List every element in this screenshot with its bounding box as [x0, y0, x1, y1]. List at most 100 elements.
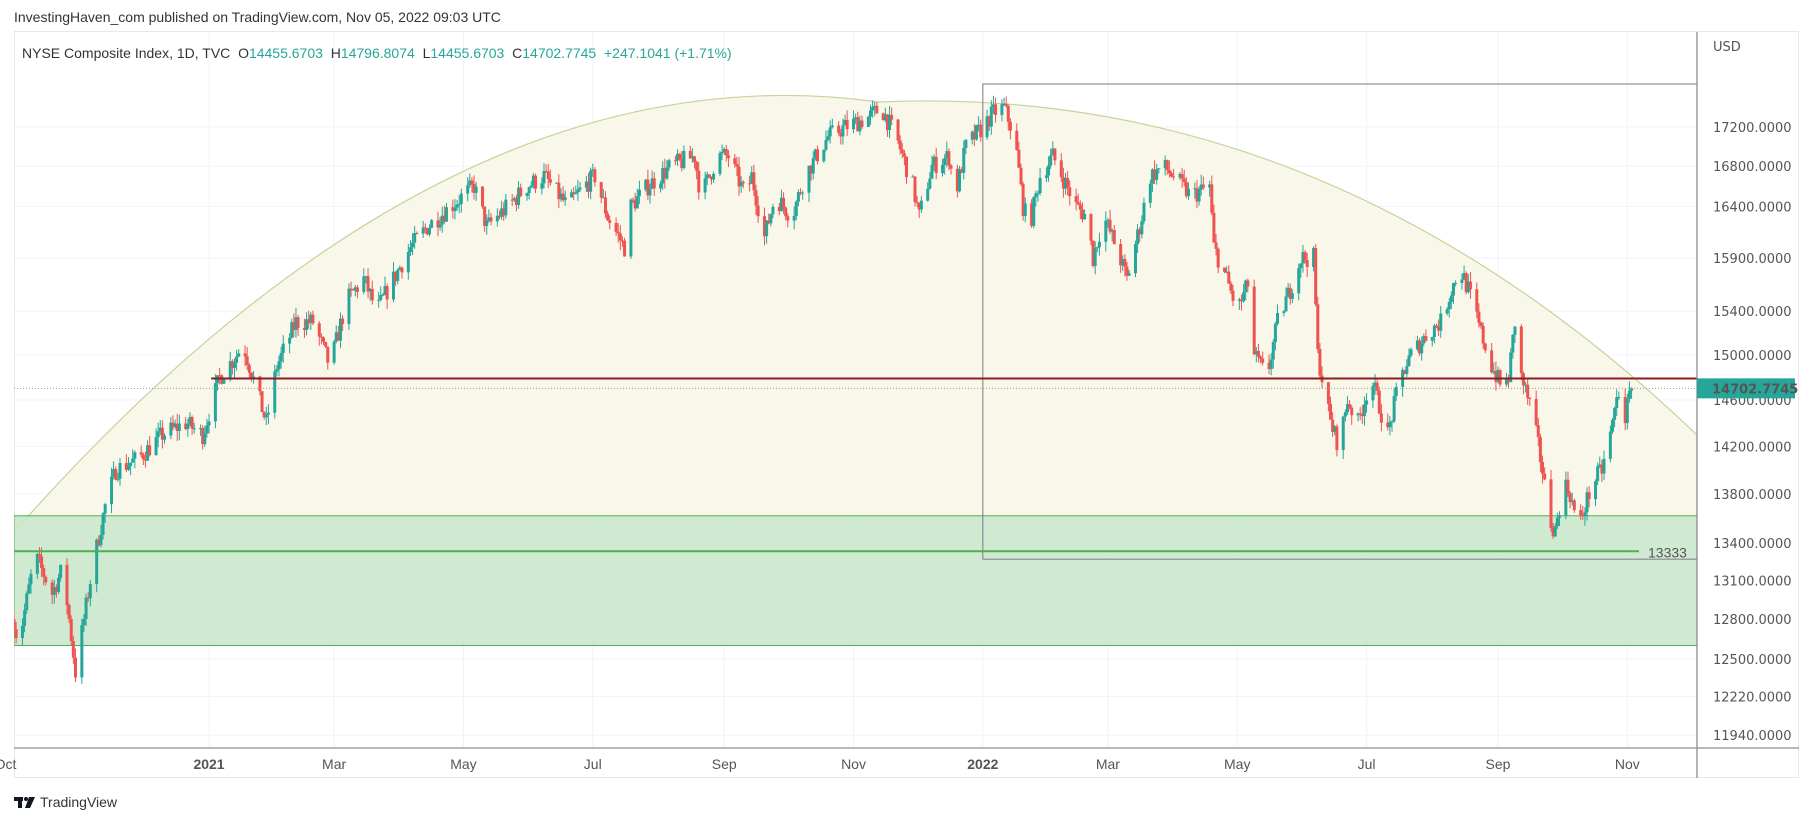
candle-body [756, 205, 760, 217]
plot-area: 13333 [14, 32, 1697, 748]
candle [919, 196, 923, 213]
candle [949, 164, 953, 175]
candle [1208, 180, 1212, 197]
candle [57, 573, 61, 594]
candle [841, 118, 845, 145]
candle-body [663, 168, 667, 179]
candle-body [141, 454, 145, 460]
candle-body [1271, 342, 1275, 360]
candle [1095, 246, 1099, 253]
candle [177, 414, 181, 441]
candle [14, 621, 18, 644]
candle-body [1587, 492, 1591, 500]
candle [1581, 505, 1585, 520]
candle-body [826, 136, 830, 141]
candle-body [726, 155, 730, 159]
candle [718, 150, 722, 177]
candle-body [322, 337, 326, 342]
candle-body [883, 114, 887, 121]
candle [1036, 190, 1040, 202]
candle-body [898, 140, 902, 150]
candle-body [762, 216, 766, 237]
candle [141, 452, 145, 466]
candle [1617, 391, 1621, 401]
candle-body [915, 201, 919, 203]
candle-body [1541, 461, 1545, 474]
candle-body [1481, 325, 1485, 344]
candle [370, 280, 374, 305]
candle [1570, 492, 1574, 506]
candle [945, 141, 949, 168]
candle-body [1432, 325, 1436, 337]
candle [504, 193, 508, 219]
candle [1178, 172, 1182, 181]
candle [1365, 393, 1369, 413]
candle [294, 307, 298, 338]
candle-body [608, 220, 612, 223]
candle [1341, 415, 1345, 460]
candle-body [737, 166, 741, 187]
candle-body [1403, 369, 1407, 374]
candle [1123, 254, 1127, 277]
candle [1557, 511, 1561, 527]
candle [1454, 280, 1458, 287]
candle [160, 420, 164, 449]
candle [1059, 153, 1063, 183]
candle-body [199, 428, 203, 430]
candle [633, 192, 637, 212]
candle-body [913, 176, 917, 202]
candle-body [1119, 244, 1123, 266]
candle-body [1208, 184, 1212, 188]
candle-body [650, 178, 654, 189]
candle-body [989, 106, 993, 127]
candle [169, 417, 173, 440]
open-label: O [238, 45, 249, 61]
candle-body [881, 113, 885, 121]
candle [767, 213, 771, 225]
candle [750, 166, 754, 185]
candle [977, 116, 981, 132]
candle [599, 181, 603, 204]
candle [962, 140, 966, 180]
candle [1437, 319, 1441, 336]
candle [1269, 353, 1273, 376]
candle [1630, 387, 1634, 399]
candle-body [932, 156, 936, 165]
candle [307, 310, 311, 329]
candle-body [1030, 203, 1034, 226]
candle-body [1004, 103, 1008, 106]
time-tick-label: Jul [584, 756, 602, 772]
candle [913, 176, 917, 207]
low-label: L [422, 45, 431, 61]
candle [133, 450, 137, 469]
candle [470, 177, 474, 193]
candle-body [815, 149, 819, 162]
candle [101, 512, 105, 540]
candle-body [991, 104, 995, 107]
candle-body [1509, 352, 1513, 383]
candle [73, 648, 77, 683]
candle-body [1449, 295, 1453, 303]
candle [1030, 199, 1034, 228]
candle-body [548, 179, 552, 183]
publish-info: InvestingHaven_com published on TradingV… [14, 9, 501, 25]
candle-body [1405, 366, 1409, 374]
candle-body [784, 207, 788, 217]
candle [915, 195, 919, 207]
candle [735, 156, 739, 177]
candle [868, 104, 872, 125]
candle [648, 183, 652, 204]
candle [1256, 343, 1260, 363]
candle-body [1273, 323, 1277, 343]
price-tick-label: 13400.0000 [1713, 537, 1792, 552]
candle [207, 413, 211, 434]
candle-body [466, 185, 470, 194]
candle-body [1314, 248, 1318, 305]
candle [578, 181, 582, 192]
candle [1329, 396, 1333, 420]
candle-body [858, 120, 862, 132]
candle [1377, 386, 1381, 415]
candle [678, 152, 682, 162]
symbol-legend: NYSE Composite Index, 1D, TVC O14455.670… [22, 45, 732, 61]
